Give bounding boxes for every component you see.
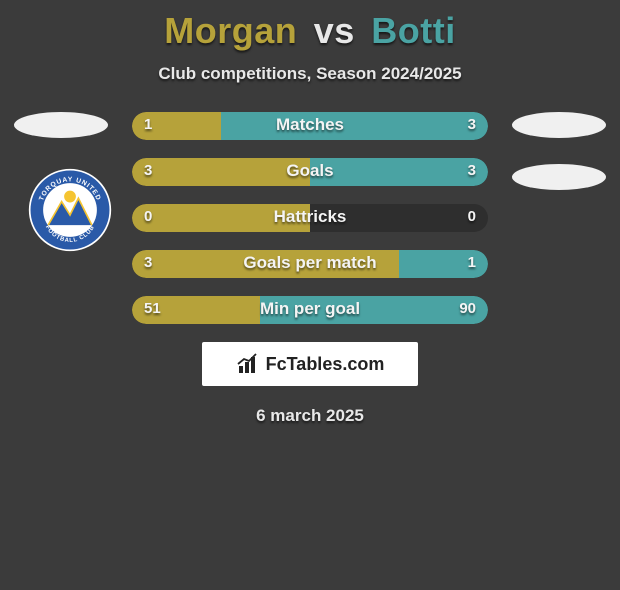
stat-rows-container: 13Matches33Goals00Hattricks31Goals per m… bbox=[132, 112, 488, 324]
stat-value-right: 3 bbox=[468, 116, 476, 133]
stat-fill-right bbox=[260, 296, 488, 324]
player2-club-placeholder bbox=[512, 164, 606, 190]
brand-text: FcTables.com bbox=[266, 354, 385, 375]
stat-fill-left bbox=[132, 158, 310, 186]
stat-fill-right bbox=[221, 112, 488, 140]
player1-name: Morgan bbox=[164, 10, 297, 51]
stat-row: 31Goals per match bbox=[132, 250, 488, 278]
stat-value-left: 1 bbox=[144, 116, 152, 133]
stat-value-right: 3 bbox=[468, 162, 476, 179]
stat-value-left: 3 bbox=[144, 254, 152, 271]
stat-value-left: 51 bbox=[144, 300, 161, 317]
stat-fill-left bbox=[132, 250, 399, 278]
stat-value-left: 3 bbox=[144, 162, 152, 179]
stat-fill-left bbox=[132, 204, 310, 232]
stat-value-right: 0 bbox=[468, 208, 476, 225]
stat-value-right: 90 bbox=[459, 300, 476, 317]
player1-photo-placeholder bbox=[14, 112, 108, 138]
player1-club-badge: TORQUAY UNITED FOOTBALL CLUB bbox=[28, 168, 112, 252]
subtitle: Club competitions, Season 2024/2025 bbox=[0, 64, 620, 84]
stat-row: 5190Min per goal bbox=[132, 296, 488, 324]
stat-row: 33Goals bbox=[132, 158, 488, 186]
stat-row: 00Hattricks bbox=[132, 204, 488, 232]
page-title: Morgan vs Botti bbox=[0, 10, 620, 52]
brand-box[interactable]: FcTables.com bbox=[202, 342, 418, 386]
player2-photo-placeholder bbox=[512, 112, 606, 138]
stat-row: 13Matches bbox=[132, 112, 488, 140]
stat-fill-right bbox=[310, 158, 488, 186]
bar-chart-icon bbox=[236, 352, 260, 376]
stat-value-right: 1 bbox=[468, 254, 476, 271]
stat-value-left: 0 bbox=[144, 208, 152, 225]
vs-separator: vs bbox=[314, 10, 355, 51]
badge-sun-icon bbox=[64, 191, 76, 203]
date-text: 6 march 2025 bbox=[0, 406, 620, 426]
player2-name: Botti bbox=[371, 10, 455, 51]
comparison-content: TORQUAY UNITED FOOTBALL CLUB 13Matches33… bbox=[0, 112, 620, 324]
